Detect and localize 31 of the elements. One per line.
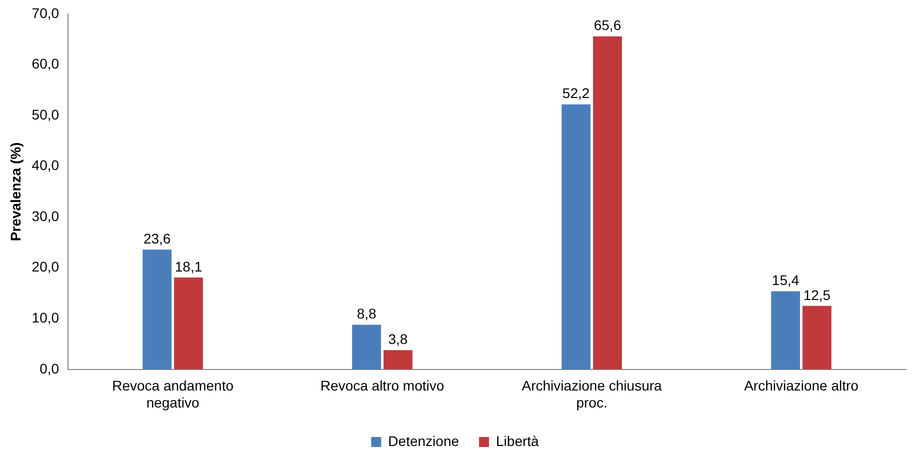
bar (562, 104, 591, 370)
y-tick-label: 60,0 (32, 56, 60, 72)
y-tick-label: 10,0 (32, 309, 60, 326)
y-axis-title: Prevalenza (%) (7, 142, 24, 242)
data-label: 18,1 (174, 258, 202, 274)
data-label: 52,2 (562, 85, 590, 102)
bar (802, 306, 832, 370)
y-tick-label: 0,0 (40, 360, 60, 376)
x-tick-label: Revoca altro motivo (320, 378, 444, 394)
y-tick-label: 30,0 (32, 208, 60, 224)
x-tick-label: Revoca andamento negativo (112, 378, 234, 410)
legend-label: Libertà (496, 432, 540, 449)
data-label: 12,5 (803, 286, 831, 303)
data-label: 23,6 (143, 230, 171, 246)
data-label: 65,6 (594, 17, 622, 34)
legend-label: Detenzione (388, 432, 460, 449)
bar (771, 291, 800, 370)
bar (384, 350, 412, 370)
data-label: 15,4 (772, 272, 800, 288)
data-label: 3,8 (388, 330, 408, 347)
y-tick-label: 20,0 (32, 258, 60, 275)
y-tick-label: 40,0 (32, 157, 60, 174)
x-tick-label: Archiviazione altro (744, 378, 859, 394)
bar (142, 250, 172, 370)
bar (174, 278, 203, 370)
x-tick-label: Archiviazione chiusura proc. (522, 378, 662, 410)
bar (352, 324, 382, 370)
bar (593, 36, 622, 370)
y-tick-label: 70,0 (32, 4, 60, 21)
data-label: 8,8 (356, 306, 377, 322)
y-tick-label: 50,0 (32, 106, 60, 122)
